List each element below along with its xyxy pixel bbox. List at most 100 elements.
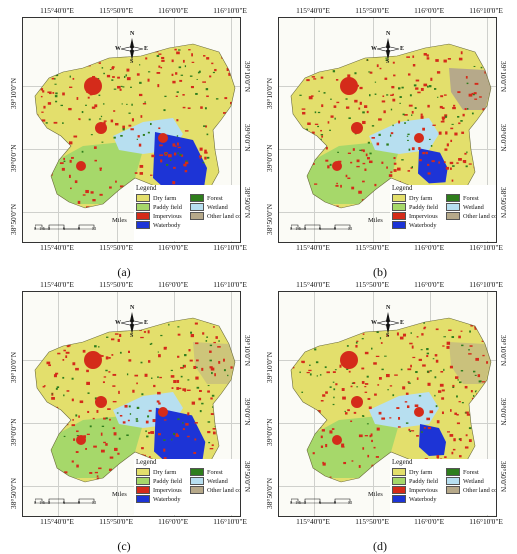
impervious-patch <box>394 374 398 376</box>
impervious-patch <box>347 409 350 412</box>
impervious-patch <box>72 62 76 65</box>
forest-patch <box>180 74 184 76</box>
panel-caption: (c) <box>117 539 131 553</box>
impervious-patch <box>468 163 472 165</box>
legend-item: Waterbody <box>392 221 436 229</box>
impervious-patch <box>38 190 41 194</box>
impervious-patch <box>459 438 462 442</box>
compass-letter-s: S <box>386 59 390 65</box>
bottom-longitude-labels: 115°40'0"E 115°50'0"E 116°0'0"E 116°10'0"E <box>22 243 247 253</box>
impervious-patch <box>148 456 151 458</box>
impervious-patch <box>113 110 116 112</box>
impervious-patch <box>176 387 179 390</box>
land-cover-map <box>34 43 236 209</box>
impervious-patch <box>119 333 122 337</box>
bottom-longitude-labels: 115°40'0"E 115°50'0"E 116°0'0"E 116°10'0"E <box>278 243 503 253</box>
impervious-patch <box>336 62 341 65</box>
forest-patch <box>182 364 185 367</box>
impervious-patch <box>122 421 126 424</box>
forest-patch <box>54 422 57 424</box>
impervious-patch <box>418 147 421 150</box>
impervious-patch <box>459 455 462 458</box>
impervious-patch <box>35 454 37 457</box>
impervious-patch <box>175 434 180 437</box>
forest-patch <box>190 331 193 334</box>
forest-patch <box>121 103 123 105</box>
impervious-patch <box>77 329 80 333</box>
latitude-label: 38°50'0"N <box>243 461 252 493</box>
impervious-patch <box>112 400 117 403</box>
latitude-label: 39°10'0"N <box>243 60 252 92</box>
impervious-patch <box>293 437 296 440</box>
forest-patch <box>151 342 153 345</box>
forest-patch <box>411 166 414 169</box>
impervious-patch <box>85 189 89 194</box>
impervious-patch <box>204 149 207 153</box>
impervious-patch <box>399 336 404 340</box>
panel-caption: (d) <box>373 539 387 553</box>
impervious-patch <box>71 398 74 402</box>
forest-patch <box>470 413 473 416</box>
forest-patch <box>182 422 184 424</box>
scale-bar: 0 1.5 3 6 9 12 Miles <box>290 491 401 512</box>
latitude-label: 39°0'0"N <box>265 144 274 173</box>
impervious-patch <box>450 409 452 412</box>
forest-patch <box>332 381 335 383</box>
impervious-patch <box>113 432 117 436</box>
compass-letter-n: N <box>386 31 391 37</box>
longitude-label: 116°0'0"E <box>414 243 445 252</box>
impervious-patch <box>78 415 80 418</box>
scale-tick-label: 12 <box>91 226 97 231</box>
impervious-patch <box>306 471 310 475</box>
impervious-patch <box>471 149 475 153</box>
impervious-patch <box>45 479 47 482</box>
impervious-patch <box>66 61 70 64</box>
scale-bar: 0 1.5 3 6 9 12 Miles <box>34 217 145 238</box>
impervious-patch <box>351 460 354 462</box>
impervious-patch <box>204 156 207 160</box>
forest-patch <box>413 84 417 87</box>
forest-patch <box>53 60 55 63</box>
impervious-patch <box>40 467 43 470</box>
legend-label: Forest <box>463 468 479 476</box>
impervious-patch <box>295 206 299 208</box>
forest-patch <box>472 93 475 96</box>
impervious-patch <box>128 359 132 362</box>
impervious-patch <box>158 65 161 68</box>
impervious-patch <box>364 385 367 388</box>
impervious-patch <box>177 333 181 336</box>
longitude-label: 115°50'0"E <box>99 280 134 289</box>
latitude-label: 39°10'0"N <box>265 77 274 109</box>
impervious-patch <box>214 373 216 377</box>
impervious-patch <box>441 107 445 109</box>
scale-tick-label: 6 <box>62 226 66 231</box>
forest-patch <box>44 147 48 149</box>
impervious-patch <box>468 353 472 355</box>
impervious-patch <box>105 443 108 446</box>
impervious-patch <box>92 199 96 202</box>
impervious-patch <box>381 100 386 103</box>
scale-tick-label: 6 <box>318 226 322 231</box>
forest-patch <box>346 367 349 370</box>
impervious-patch <box>194 322 198 325</box>
forest-patch <box>320 138 322 141</box>
impervious-patch <box>141 447 144 450</box>
impervious-patch <box>42 90 45 93</box>
forest-patch <box>468 349 470 351</box>
forest-patch <box>443 336 446 338</box>
forest-patch <box>101 67 104 69</box>
forest-patch <box>404 122 407 124</box>
forest-patch <box>49 335 53 337</box>
impervious-patch <box>474 326 477 330</box>
forest-patch <box>299 371 301 374</box>
impervious-patch <box>65 355 68 359</box>
left-latitude-labels: 39°10'0"N 39°0'0"N 38°50'0"N <box>265 17 277 243</box>
impervious-patch <box>320 129 323 132</box>
scale-tick-label: 9 <box>77 226 81 231</box>
impervious-patch <box>321 65 324 69</box>
impervious-patch <box>376 427 380 431</box>
forest-patch <box>195 92 198 95</box>
impervious-patch <box>446 431 451 433</box>
impervious-patch <box>386 334 389 337</box>
impervious-patch <box>350 420 353 423</box>
